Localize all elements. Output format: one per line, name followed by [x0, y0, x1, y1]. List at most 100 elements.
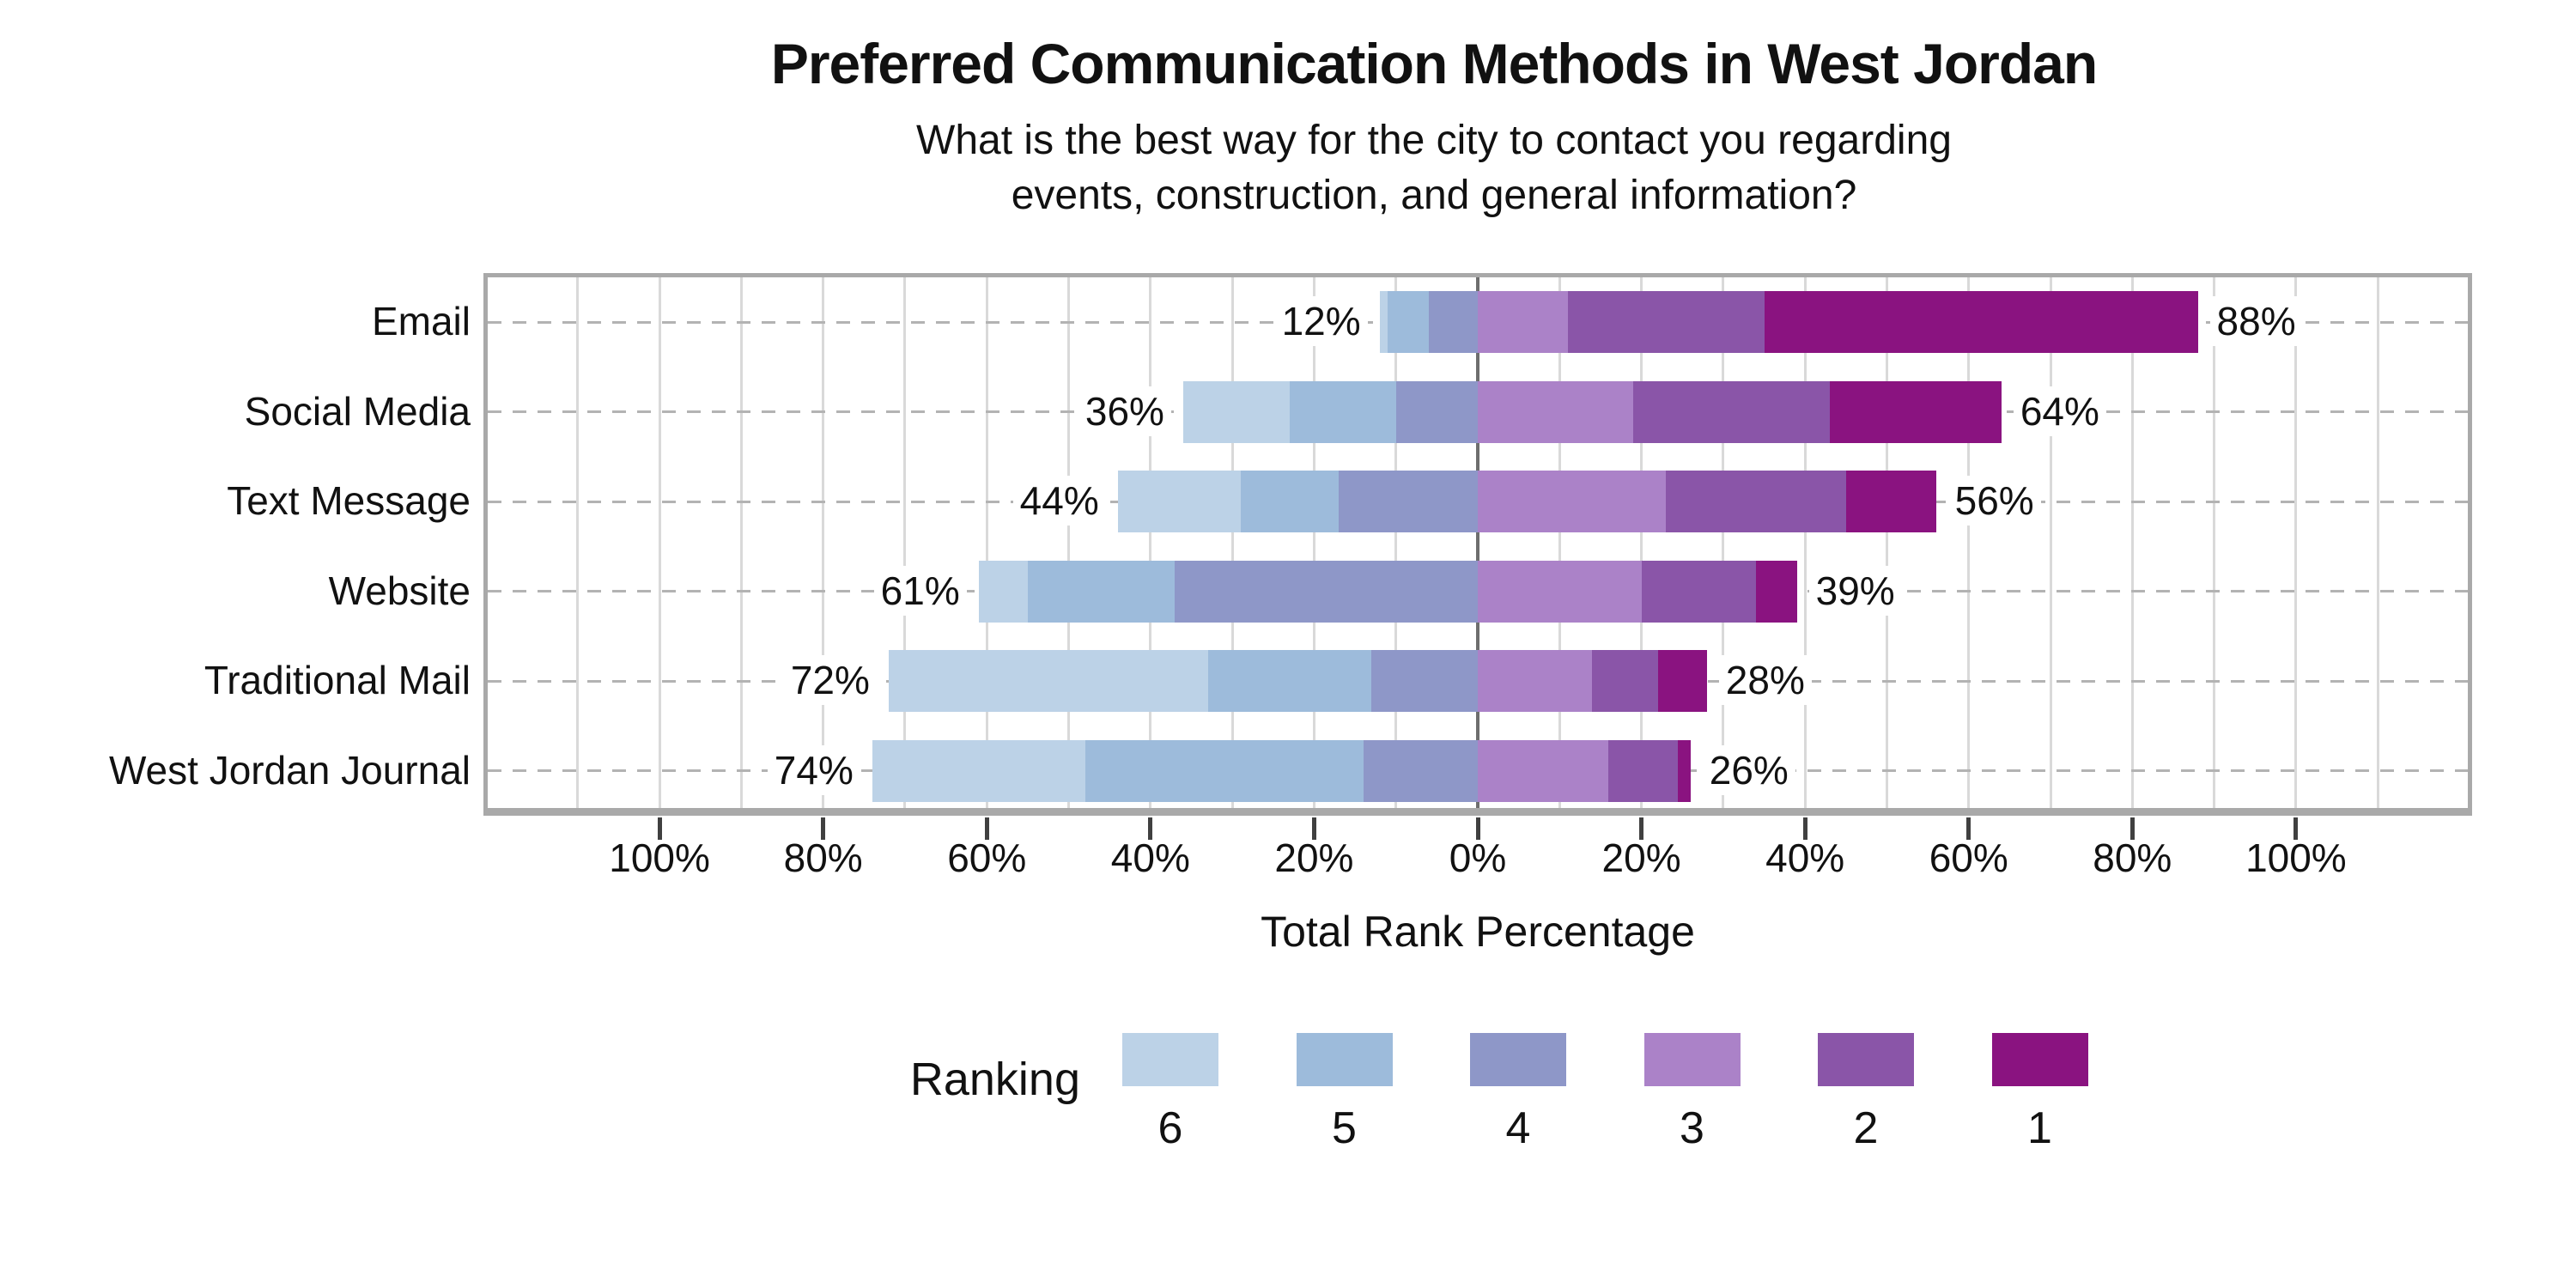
bar-segment-rank1	[1764, 291, 2198, 354]
bar-segment-rank2	[1608, 739, 1679, 802]
minor-gridline	[739, 277, 743, 816]
bar-segment-rank3	[1478, 380, 1634, 443]
minor-gridline	[1967, 277, 1971, 816]
axis-tick-label: 100%	[2245, 835, 2347, 880]
axis-tick-mark	[1966, 817, 1971, 840]
bar-segment-rank1	[1829, 380, 2002, 443]
legend-entry-label: 5	[1332, 1103, 1357, 1153]
bar-segment-rank6	[978, 560, 1028, 623]
left-total-label: 44%	[1012, 476, 1106, 526]
bar-segment-rank4	[1339, 471, 1478, 533]
left-total-label: 72%	[783, 655, 877, 706]
right-total-label: 28%	[1718, 655, 1812, 706]
axis-tick-label: 0%	[1449, 835, 1507, 880]
left-total-label: 36%	[1078, 386, 1171, 436]
axis-tick-label: 20%	[1274, 835, 1354, 880]
chart-title: Preferred Communication Methods in West …	[770, 32, 2098, 95]
category-label: Social Media	[244, 388, 471, 434]
axis-tick-mark	[1311, 817, 1316, 840]
axis-tick-label: 40%	[1765, 835, 1845, 880]
left-total-label: 74%	[767, 744, 860, 795]
axis-tick-mark	[1148, 817, 1153, 840]
bar-segment-rank4	[1371, 650, 1478, 713]
category-label: Email	[371, 299, 471, 344]
bar-segment-rank6	[888, 650, 1208, 713]
axis-tick-label: 60%	[947, 835, 1027, 880]
axis-tick-mark	[1475, 817, 1480, 840]
axis-tick-label: 80%	[2093, 835, 2172, 880]
legend-swatch-rank5	[1296, 1033, 1393, 1086]
minor-gridline	[903, 277, 907, 816]
minor-gridline	[1803, 277, 1807, 816]
legend-entry-label: 2	[1853, 1103, 1879, 1153]
minor-gridline	[2049, 277, 2052, 816]
axis-tick-mark	[1802, 817, 1807, 840]
right-total-label: 88%	[2209, 296, 2303, 347]
bar-segment-rank6	[1379, 291, 1388, 354]
right-total-label: 26%	[1702, 744, 1795, 795]
bar-segment-rank2	[1633, 380, 1830, 443]
minor-gridline	[1394, 277, 1398, 816]
bar-segment-rank6	[1117, 471, 1241, 533]
bar-segment-rank4	[1175, 560, 1478, 623]
axis-tick-mark	[984, 817, 989, 840]
right-total-label: 39%	[1808, 565, 1902, 616]
category-label: Traditional Mail	[204, 658, 471, 703]
axis-tick-label: 20%	[1601, 835, 1681, 880]
x-axis-title: Total Rank Percentage	[1261, 908, 1695, 956]
bar-segment-rank1	[1657, 650, 1707, 713]
axis-tick-label: 80%	[783, 835, 863, 880]
minor-gridline	[2376, 277, 2379, 816]
bar-segment-rank1	[1678, 739, 1691, 802]
legend-title: Ranking	[909, 1054, 1080, 1105]
legend-entry-label: 4	[1505, 1103, 1531, 1153]
axis-tick-mark	[2129, 817, 2135, 840]
minor-gridline	[576, 277, 580, 816]
minor-gridline	[985, 277, 988, 816]
axis-tick-label: 40%	[1110, 835, 1190, 880]
minor-gridline	[1230, 277, 1234, 816]
axis-tick-label: 60%	[1929, 835, 2008, 880]
bar-segment-rank1	[1755, 560, 1797, 623]
bar-segment-rank5	[1240, 471, 1339, 533]
legend-entry-label: 3	[1680, 1103, 1704, 1153]
minor-gridline	[2213, 277, 2216, 816]
bar-segment-rank3	[1478, 739, 1609, 802]
bar-segment-rank4	[1395, 380, 1478, 443]
bar-segment-rank5	[1084, 739, 1364, 802]
minor-gridline	[1312, 277, 1315, 816]
bar-segment-rank5	[1207, 650, 1372, 713]
minor-gridline	[658, 277, 661, 816]
bar-segment-rank5	[1388, 291, 1429, 354]
legend-swatch-rank4	[1470, 1033, 1566, 1086]
bar-segment-rank2	[1666, 471, 1846, 533]
right-total-label: 56%	[1947, 476, 2041, 526]
axis-tick-mark	[2293, 817, 2299, 840]
axis-tick-label: 100%	[609, 835, 710, 880]
category-label: Text Message	[227, 478, 471, 524]
bar-segment-rank6	[872, 739, 1085, 802]
minor-gridline	[2294, 277, 2298, 816]
minor-gridline	[1722, 277, 1725, 816]
bar-segment-rank2	[1567, 291, 1765, 354]
bar-segment-rank3	[1478, 291, 1568, 354]
minor-gridline	[1067, 277, 1071, 816]
axis-tick-mark	[821, 817, 826, 840]
legend-swatch-rank3	[1643, 1033, 1741, 1086]
minor-gridline	[1640, 277, 1643, 816]
bar-segment-rank1	[1845, 471, 1936, 533]
minor-gridline	[1885, 277, 1888, 816]
zero-axis-line	[1476, 277, 1479, 816]
minor-gridline	[822, 277, 825, 816]
chart-subtitle-line2: events, construction, and general inform…	[1011, 173, 1857, 218]
legend-swatch-rank6	[1122, 1033, 1218, 1086]
bar-segment-rank5	[1289, 380, 1396, 443]
minor-gridline	[1558, 277, 1561, 816]
bar-segment-rank3	[1478, 560, 1642, 623]
bar-segment-rank5	[1027, 560, 1176, 623]
category-label: Website	[328, 568, 471, 613]
bar-segment-rank2	[1641, 560, 1756, 623]
bar-segment-rank4	[1428, 291, 1478, 354]
legend-swatch-rank1	[1991, 1033, 2088, 1086]
